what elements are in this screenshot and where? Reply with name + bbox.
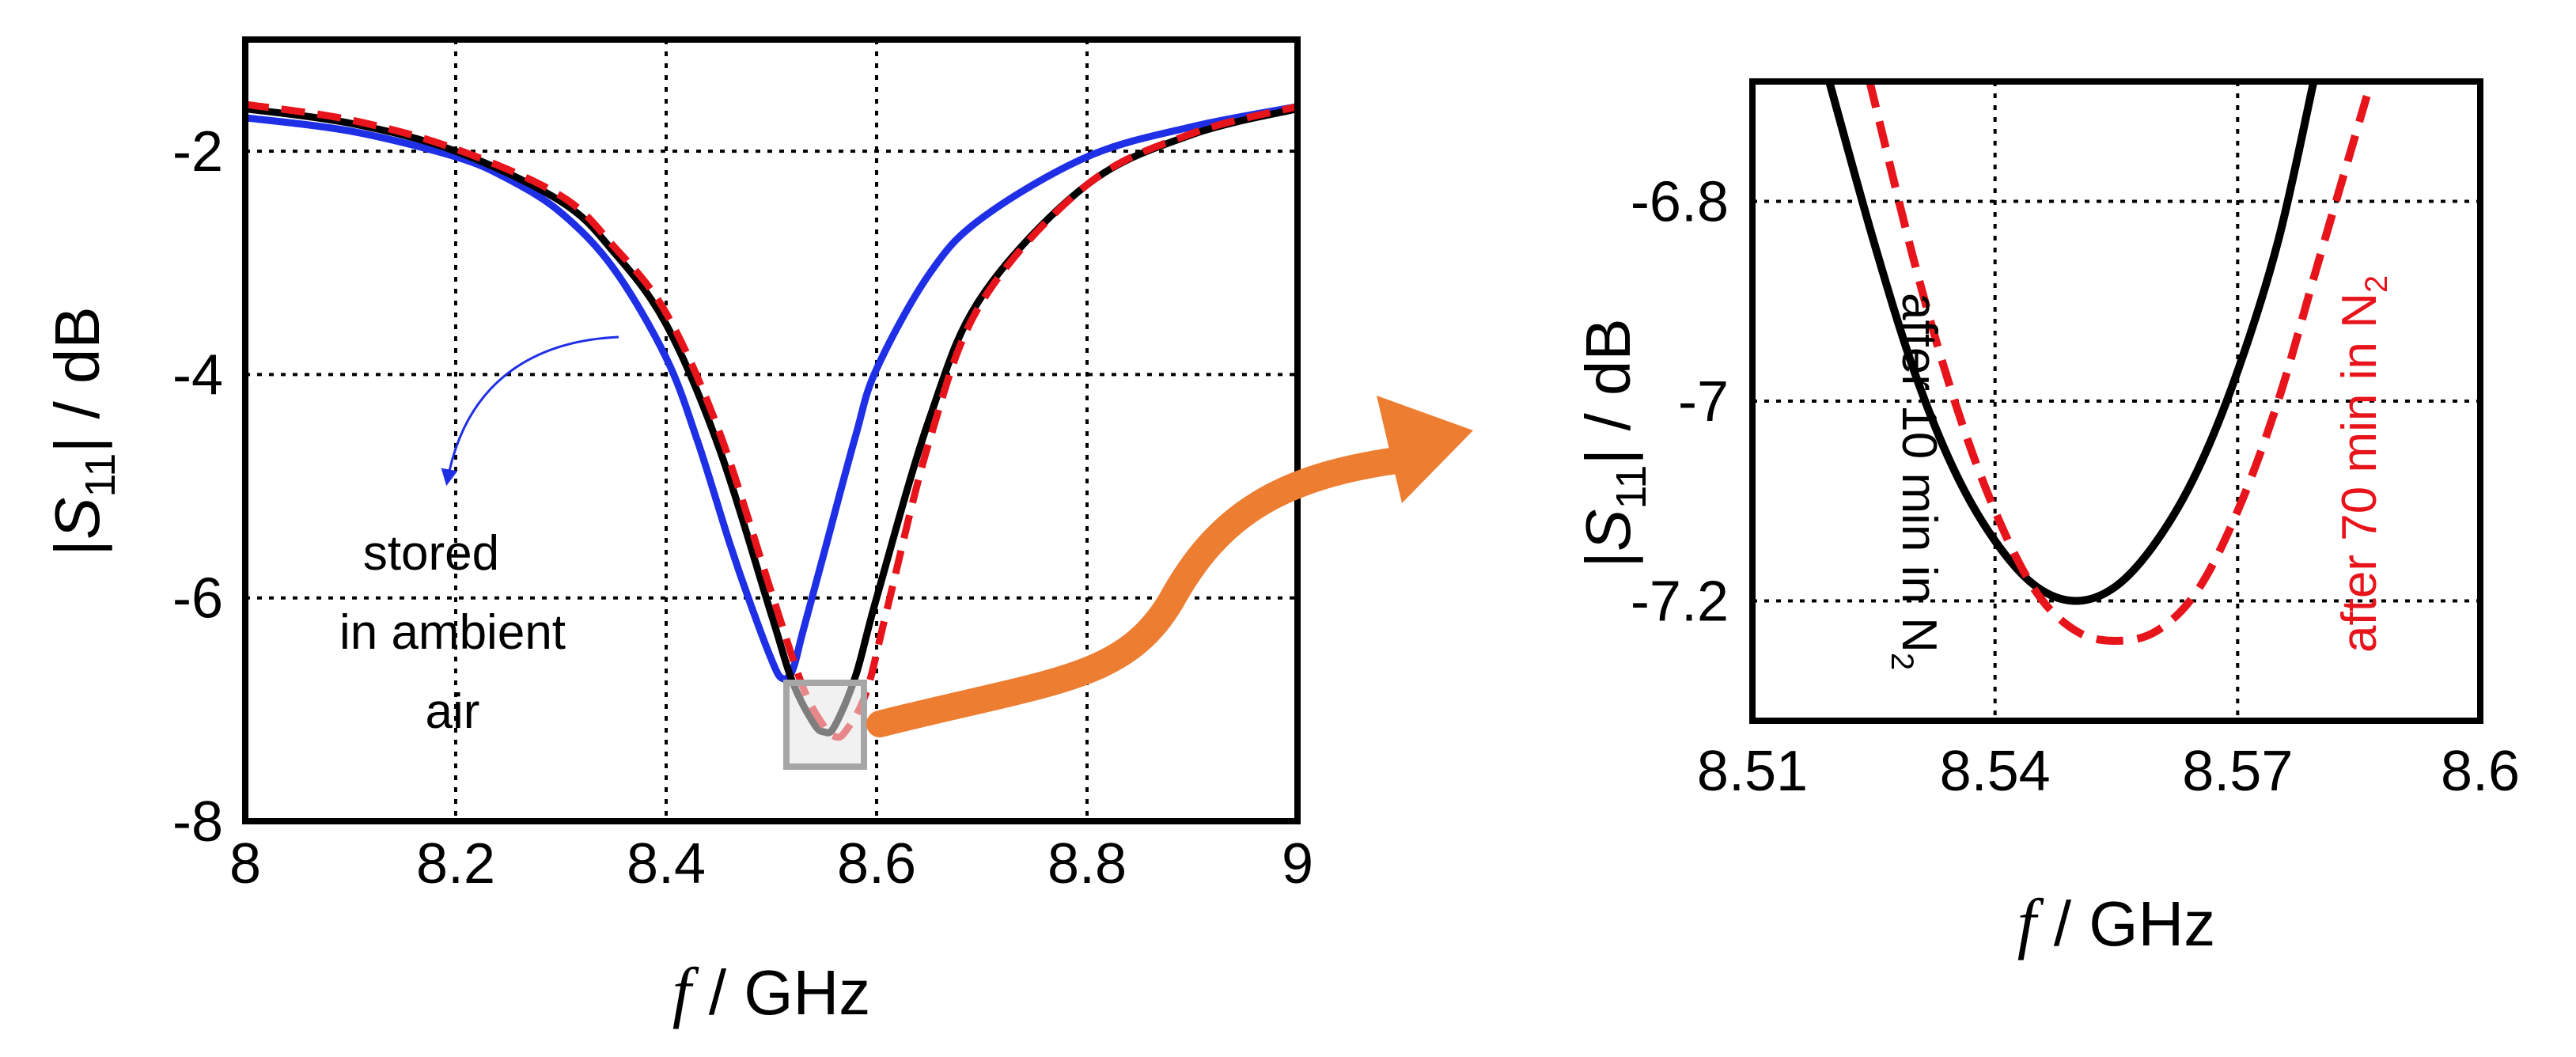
series-line-black (1825, 81, 2318, 605)
x-tick-label: 8.51 (1697, 740, 1808, 803)
x-tick-label: 8.4 (627, 832, 706, 896)
x-tick-label: 8.6 (837, 832, 916, 896)
x-tick-label: 8.6 (2441, 740, 2520, 803)
plot-frame (1749, 78, 2483, 724)
x-tick-label: 9 (1282, 832, 1313, 896)
annotation-line-1: stored (363, 526, 499, 581)
x-tick-labels: 8.51 8.54 8.57 8.6 (1697, 740, 2520, 803)
y-axis-label: |S11| / dB (1573, 318, 1655, 568)
x-tick-label: 8.2 (416, 832, 495, 896)
chart-zoom: 8.51 8.54 8.57 8.6 -7.2 -7 -6.8 after 10 min … (1573, 78, 2520, 960)
x-tick-labels: 8 8.2 8.4 8.6 8.8 9 (229, 832, 1313, 896)
grid-lines (1751, 81, 2482, 721)
x-axis-label: f / GHz (672, 953, 871, 1029)
x-tick-label: 8.57 (2182, 740, 2293, 803)
y-tick-labels: -8 -6 -4 -2 (172, 120, 223, 854)
series-group (1825, 81, 2375, 645)
x-tick-label: 8 (229, 832, 261, 896)
annotation-arrow (441, 335, 619, 487)
y-axis-label: |S11| / dB (42, 306, 124, 556)
y-tick-label: -6 (172, 567, 223, 631)
y-tick-label: -7.2 (1631, 570, 1729, 634)
x-tick-label: 8.8 (1047, 832, 1127, 896)
zoom-box (783, 680, 867, 770)
series-line-blue (245, 103, 1297, 683)
x-tick-label: 8.54 (1940, 740, 2051, 803)
zoom-connector-arrow (866, 396, 1473, 737)
series-line-red (1866, 81, 2375, 645)
x-axis-label: f / GHz (2017, 885, 2216, 960)
annotation-line-2: in ambient (339, 605, 566, 660)
y-tick-label: -2 (172, 120, 223, 184)
y-tick-label: -7 (1678, 370, 1729, 434)
series-label-70min: after 70 min in N2 (2332, 275, 2394, 653)
y-tick-label: -8 (172, 790, 223, 854)
annotation-line-3: air (426, 684, 480, 739)
y-tick-label: -4 (172, 343, 223, 407)
y-tick-label: -6.8 (1631, 171, 1729, 234)
series-label-10min: after 10 min in N2 (1885, 293, 1946, 670)
y-tick-labels: -7.2 -7 -6.8 (1631, 171, 1729, 634)
plot-frame (242, 36, 1301, 824)
chart-main: 8 8.2 8.4 8.6 8.8 9 -8 -6 -4 -2 stored in ambien… (42, 36, 1313, 1029)
